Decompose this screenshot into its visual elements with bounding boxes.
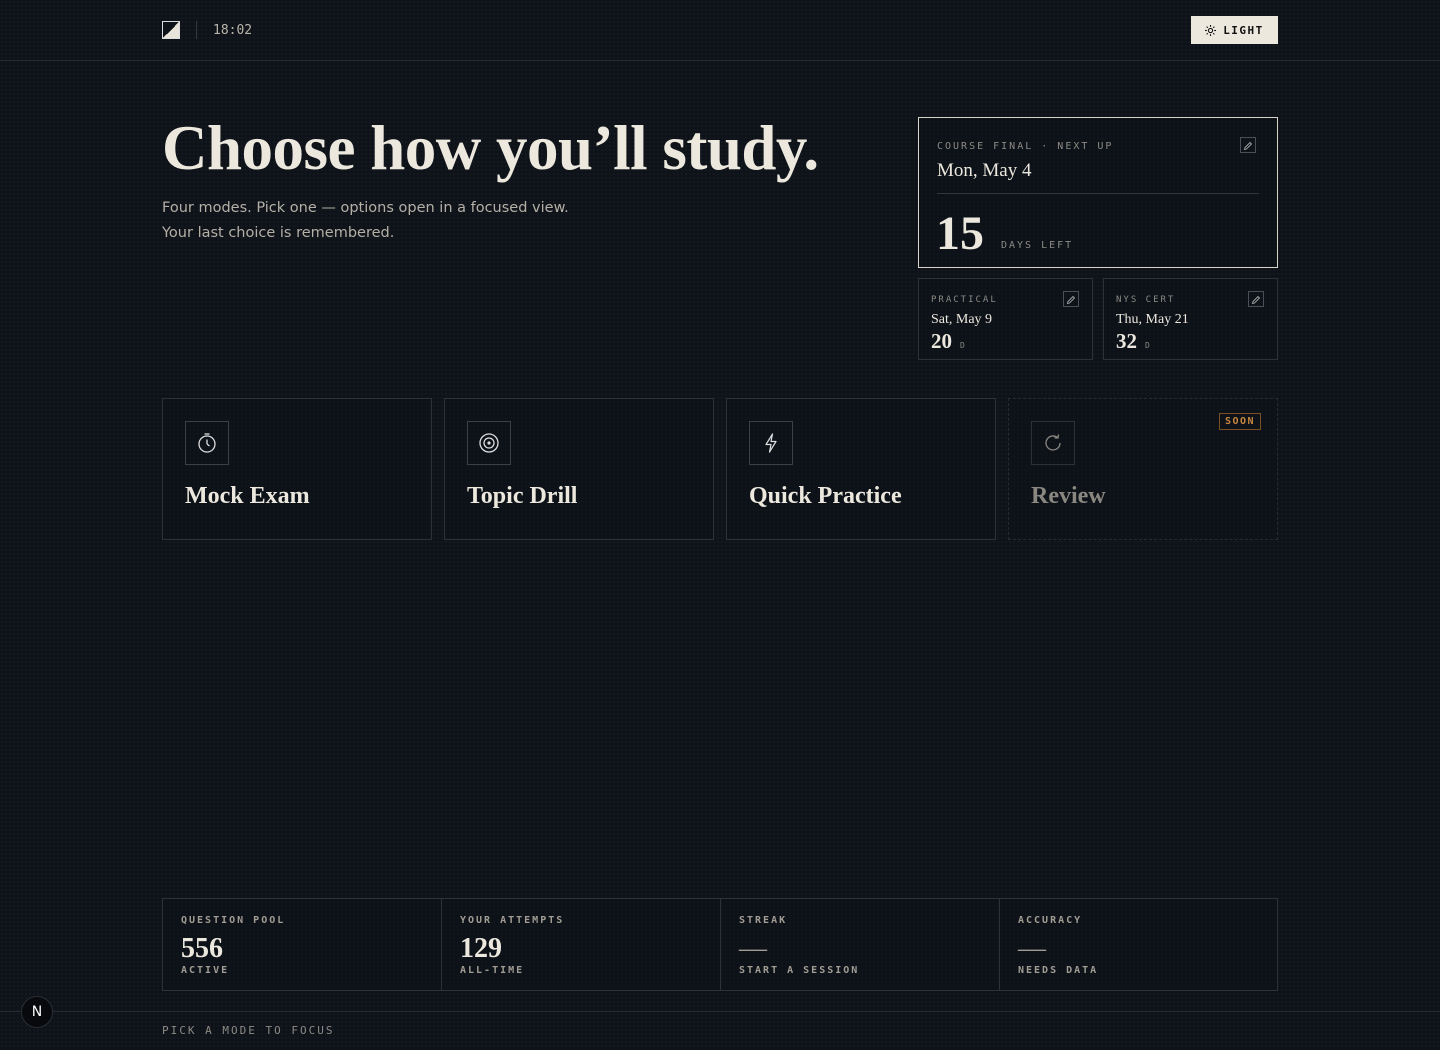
- stat-label: STREAK: [739, 915, 788, 926]
- exam-date: Mon, May 4: [937, 160, 1032, 181]
- stat-caption: ACTIVE: [181, 965, 230, 976]
- stat-label: ACCURACY: [1018, 915, 1083, 926]
- stats-bar: QUESTION POOL 556 ACTIVE YOUR ATTEMPTS 1…: [162, 898, 1278, 991]
- exam-label: COURSE FINAL · NEXT UP: [937, 141, 1114, 152]
- page-subtitle: Four modes. Pick one — options open in a…: [162, 200, 569, 241]
- divider: [196, 21, 197, 39]
- mode-name: Quick Practice: [749, 483, 902, 509]
- exam-days: 15: [936, 207, 984, 260]
- mode-icon: [185, 421, 229, 465]
- stat-value: —: [739, 933, 767, 964]
- exam-label: PRACTICAL: [931, 295, 998, 305]
- mode-name: Review: [1031, 483, 1106, 509]
- exam-unit: DAYS LEFT: [1001, 240, 1074, 251]
- logo: [162, 21, 180, 39]
- page-title: Choose how you’ll study.: [162, 113, 819, 183]
- stat-caption: START A SESSION: [739, 965, 860, 976]
- refresh-icon: [1045, 434, 1061, 451]
- exam-primary: COURSE FINAL · NEXT UP Mon, May 4 15 DAY…: [918, 117, 1278, 268]
- stat-value: —: [1018, 933, 1046, 964]
- stat-value: 556: [181, 933, 223, 964]
- mode-icon: [1031, 421, 1075, 465]
- stat-caption: NEEDS DATA: [1018, 965, 1099, 976]
- stat-label: YOUR ATTEMPTS: [460, 915, 565, 926]
- dev-badge[interactable]: N: [21, 996, 53, 1028]
- mode-icon: [467, 421, 511, 465]
- stat: STREAK — START A SESSION: [721, 899, 1000, 991]
- edit-icon: [1251, 295, 1261, 305]
- exam-label: NYS CERT: [1116, 295, 1176, 305]
- mode-card: SOON Review: [1008, 398, 1278, 540]
- exam-unit: D: [1145, 341, 1152, 350]
- mode-name: Mock Exam: [185, 483, 310, 509]
- edit-button[interactable]: [1248, 291, 1264, 307]
- edit-button[interactable]: [1240, 137, 1256, 153]
- mode-card[interactable]: Topic Drill: [444, 398, 714, 540]
- sun-icon: [1205, 24, 1217, 36]
- theme-toggle[interactable]: LIGHT: [1191, 16, 1278, 44]
- footer-hint: PICK A MODE TO FOCUS: [162, 1024, 335, 1037]
- mode-card[interactable]: Quick Practice: [726, 398, 996, 540]
- exam-date: Sat, May 9: [931, 312, 993, 327]
- stat-label: QUESTION POOL: [181, 915, 286, 926]
- header-border: [0, 60, 1440, 61]
- soon-badge: SOON: [1219, 413, 1262, 430]
- stopwatch-icon: [198, 433, 216, 453]
- exam-date: Thu, May 21: [1116, 312, 1189, 327]
- exam-secondary: PRACTICAL Sat, May 9 20 D: [918, 278, 1093, 360]
- stat-caption: ALL-TIME: [460, 965, 525, 976]
- stat: YOUR ATTEMPTS 129 ALL-TIME: [442, 899, 721, 991]
- exam-days: 32: [1116, 329, 1137, 353]
- stat-value: 129: [460, 933, 502, 964]
- clock: 18:02: [213, 23, 253, 38]
- edit-icon: [1243, 141, 1253, 151]
- mode-name: Topic Drill: [467, 483, 578, 509]
- stat: ACCURACY — NEEDS DATA: [1000, 899, 1279, 991]
- mode-icon: [749, 421, 793, 465]
- bolt-icon: [765, 433, 777, 453]
- stat: QUESTION POOL 556 ACTIVE: [163, 899, 442, 991]
- mode-card[interactable]: Mock Exam: [162, 398, 432, 540]
- theme-label: LIGHT: [1223, 23, 1264, 37]
- exam-secondary: NYS CERT Thu, May 21 32 D: [1103, 278, 1278, 360]
- exam-divider: [937, 193, 1259, 194]
- edit-icon: [1066, 295, 1076, 305]
- edit-button[interactable]: [1063, 291, 1079, 307]
- exam-unit: D: [960, 341, 967, 350]
- exam-days: 20: [931, 329, 952, 353]
- footer-border: [0, 1011, 1440, 1012]
- target-icon: [479, 433, 499, 453]
